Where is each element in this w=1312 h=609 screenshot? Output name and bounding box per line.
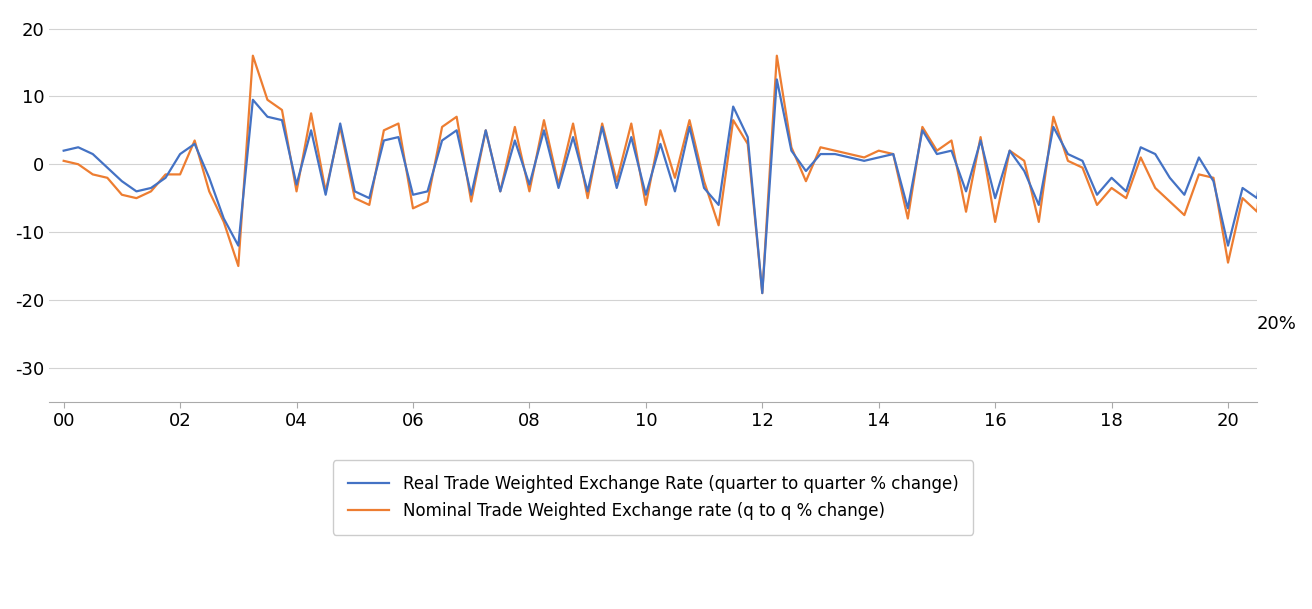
- Text: 20%: 20%: [1257, 315, 1298, 333]
- Nominal Trade Weighted Exchange rate (q to q % change): [405, 205, 421, 212]
- Nominal Trade Weighted Exchange rate (q to q % change): [346, 194, 362, 202]
- Nominal Trade Weighted Exchange rate (q to q % change): [929, 147, 945, 154]
- Legend: Real Trade Weighted Exchange Rate (quarter to quarter % change), Nominal Trade W: Real Trade Weighted Exchange Rate (quart…: [333, 460, 974, 535]
- Nominal Trade Weighted Exchange rate (q to q % change): [245, 52, 261, 59]
- Line: Real Trade Weighted Exchange Rate (quarter to quarter % change): Real Trade Weighted Exchange Rate (quart…: [64, 79, 1312, 293]
- Nominal Trade Weighted Exchange rate (q to q % change): [56, 157, 72, 164]
- Real Trade Weighted Exchange Rate (quarter to quarter % change): [769, 76, 785, 83]
- Real Trade Weighted Exchange Rate (quarter to quarter % change): [754, 289, 770, 297]
- Real Trade Weighted Exchange Rate (quarter to quarter % change): [332, 120, 348, 127]
- Line: Nominal Trade Weighted Exchange rate (q to q % change): Nominal Trade Weighted Exchange rate (q …: [64, 55, 1312, 307]
- Nominal Trade Weighted Exchange rate (q to q % change): [812, 144, 828, 151]
- Real Trade Weighted Exchange Rate (quarter to quarter % change): [827, 150, 842, 158]
- Real Trade Weighted Exchange Rate (quarter to quarter % change): [56, 147, 72, 154]
- Real Trade Weighted Exchange Rate (quarter to quarter % change): [943, 147, 959, 154]
- Real Trade Weighted Exchange Rate (quarter to quarter % change): [391, 133, 407, 141]
